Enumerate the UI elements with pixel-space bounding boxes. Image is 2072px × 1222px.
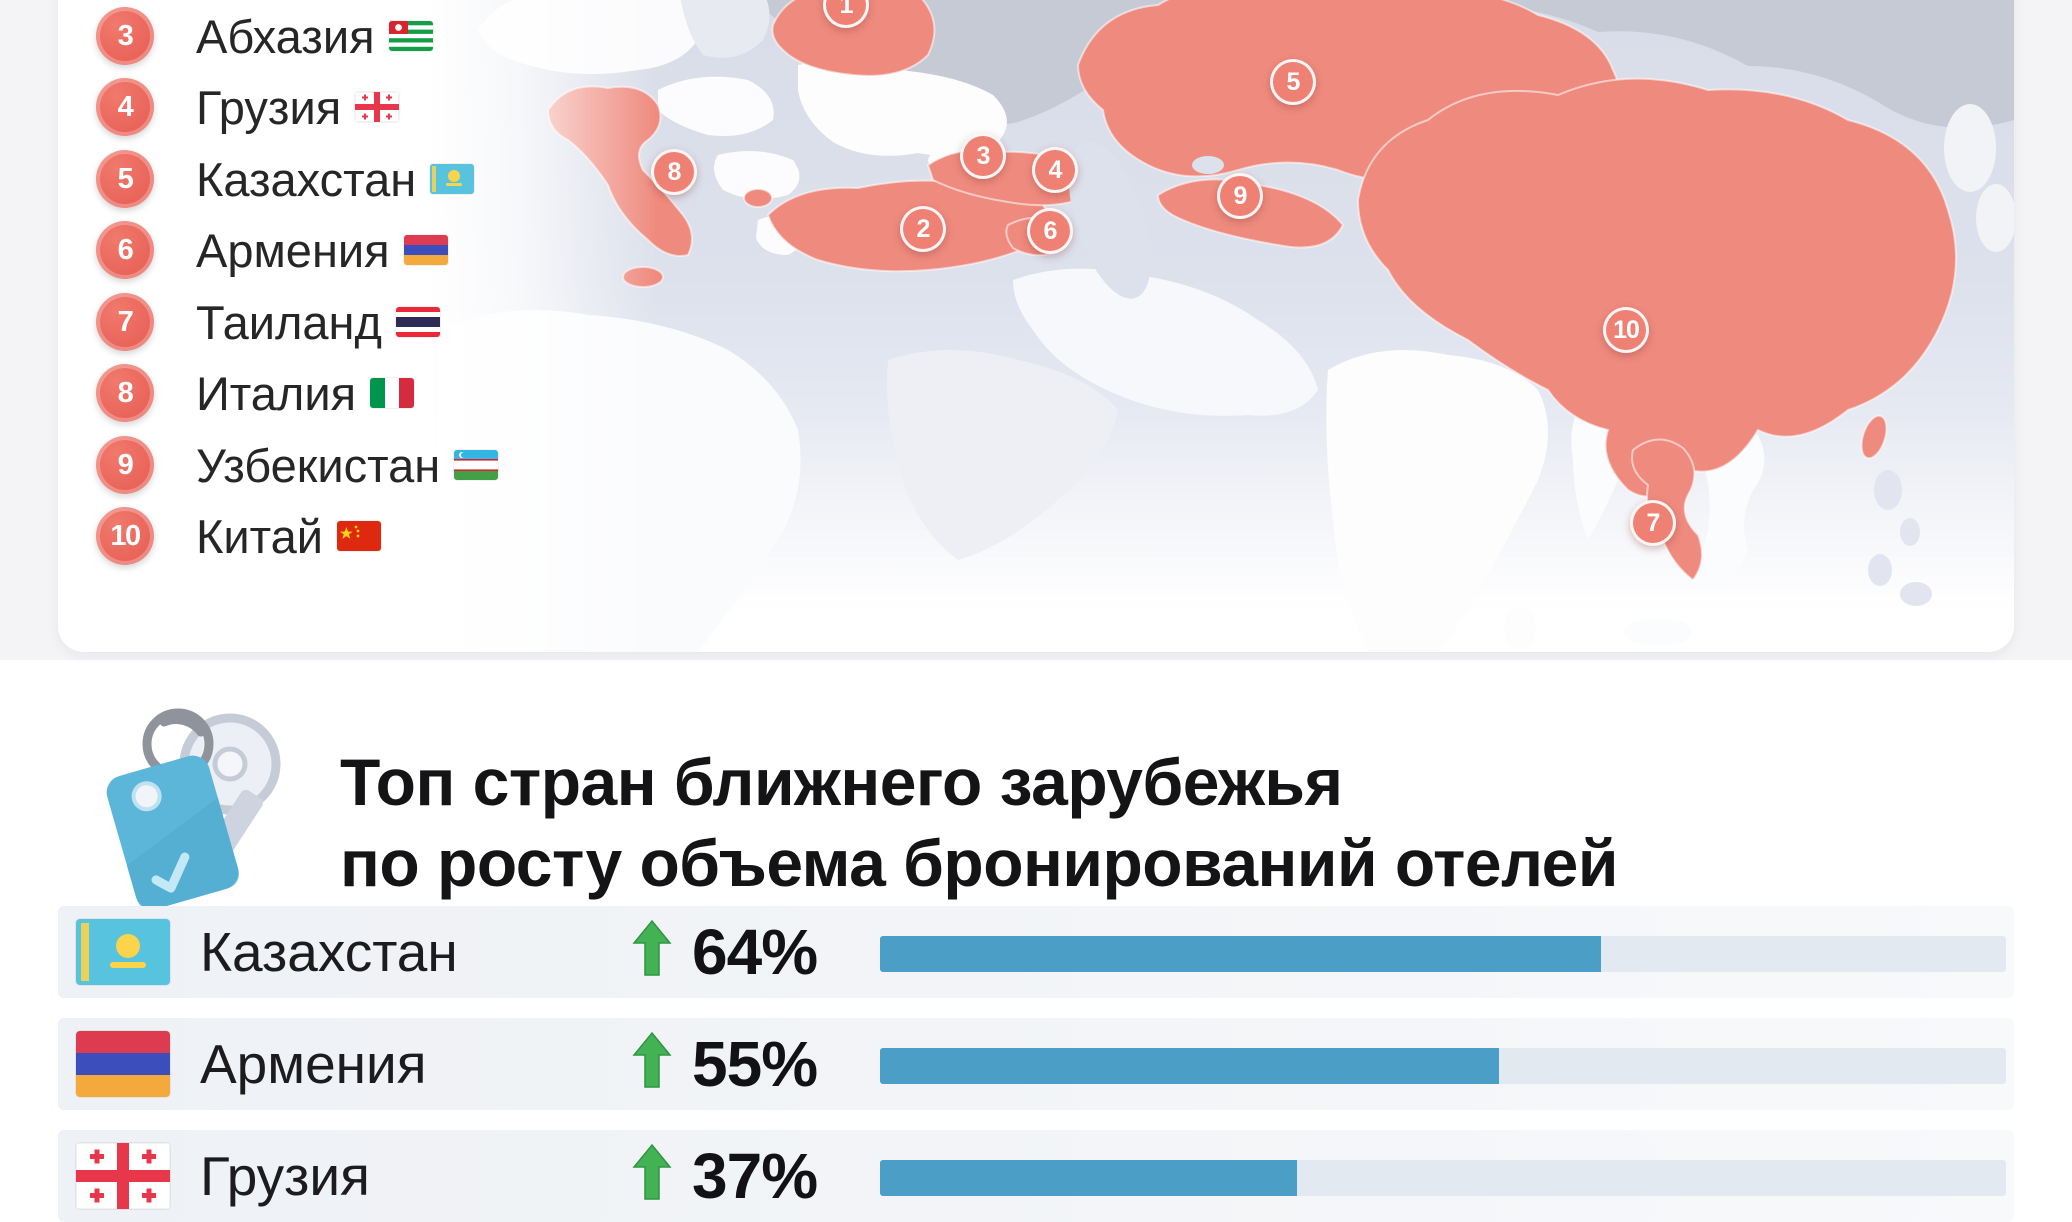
map-marker-4: 4 [1032,147,1078,193]
bar-country-label: Казахстан [200,921,458,983]
map-belarus-shape [771,0,936,77]
growth-percent-value: 55% [692,1028,818,1100]
flag-uzbekistan-icon [454,450,499,480]
map-ukraine-shape [798,61,1007,156]
map-marker-2: 2 [900,206,946,252]
bar-track [880,1160,2006,1196]
bar-track [880,1048,2006,1084]
flag-georgia-icon [355,92,400,122]
bar-row-kazakhstan: Казахстан 64% [58,906,2014,998]
legend-country-label: Узбекистан [196,438,441,492]
map-marker-10: 10 [1603,307,1649,353]
top10-legend: 2 Турция 3 Абхазия 4 Грузия 5 Казахстан … [58,0,678,652]
map-marker-7: 7 [1630,500,1676,546]
map-caspian-sea [1068,141,1152,299]
legend-item-thailand: 7 Таиланд [96,293,440,351]
map-marker-5: 5 [1270,59,1316,105]
map-marker-6: 6 [1027,208,1073,254]
rank-badge: 8 [96,364,154,422]
growth-percent-value: 64% [692,916,818,988]
map-russia-shape [750,0,2014,128]
bar-country-label: Грузия [200,1145,370,1207]
flag-italy-icon [370,378,415,408]
map-india-shape [1326,350,1548,652]
legend-country-label: Абхазия [196,9,375,63]
map-taiwan-shape [1860,414,1888,460]
map-marker-9: 9 [1217,173,1263,219]
growth-up-arrow-icon [632,1143,672,1200]
growth-up-arrow-icon [632,1031,672,1088]
flag-armenia-icon [76,1031,170,1097]
map-marker-8: 8 [651,149,697,195]
section-title: Топ стран ближнего зарубежья по росту об… [340,742,1618,904]
legend-item-kazakhstan: 5 Казахстан [96,150,475,208]
legend-item-abkhazia: 3 Абхазия [96,7,433,65]
flag-abkhazia-icon [388,21,433,51]
legend-country-label: Казахстан [196,152,417,206]
flag-kazakhstan-icon [430,164,475,194]
map-card: 1 2 3 4 5 6 7 8 9 10 2 Турция 3 Абхазия … [58,0,2014,652]
legend-item-italy: 8 Италия [96,364,415,422]
rank-badge: 7 [96,293,154,351]
flag-thailand-icon [395,307,440,337]
rank-badge: 10 [96,507,154,565]
rank-badge: 9 [96,436,154,494]
flag-armenia-icon [403,235,448,265]
flag-kazakhstan-icon [76,919,170,985]
bar-fill [880,1048,1500,1084]
bar-row-armenia: Армения 55% [58,1018,2014,1110]
bar-fill [880,936,1601,972]
legend-country-label: Армения [196,223,390,277]
rank-badge: 3 [96,7,154,65]
legend-country-label: Таиланд [196,295,382,349]
section-title-line1: Топ стран ближнего зарубежья [340,745,1343,819]
rank-badge: 5 [96,150,154,208]
flag-georgia-icon [76,1143,170,1209]
legend-item-georgia: 4 Грузия [96,78,400,136]
hotel-keys-icon [106,708,281,910]
bar-fill [880,1160,1297,1196]
legend-item-china: 10 Китай [96,507,382,565]
legend-item-uzbekistan: 9 Узбекистан [96,436,499,494]
legend-item-armenia: 6 Армения [96,221,448,279]
bar-track [880,936,2006,972]
legend-country-label: Грузия [196,80,342,134]
growth-percent-value: 37% [692,1140,818,1212]
bar-country-label: Армения [200,1033,427,1095]
map-marker-3: 3 [960,133,1006,179]
legend-country-label: Китай [196,509,324,563]
bar-row-georgia: Грузия 37% [58,1130,2014,1222]
section-title-line2: по росту объема бронирований отелей [340,826,1618,900]
map-china-shape [1356,77,1957,498]
rank-badge: 6 [96,221,154,279]
growth-up-arrow-icon [632,919,672,976]
flag-china-icon [337,521,382,551]
rank-badge: 4 [96,78,154,136]
legend-country-label: Италия [196,366,357,420]
